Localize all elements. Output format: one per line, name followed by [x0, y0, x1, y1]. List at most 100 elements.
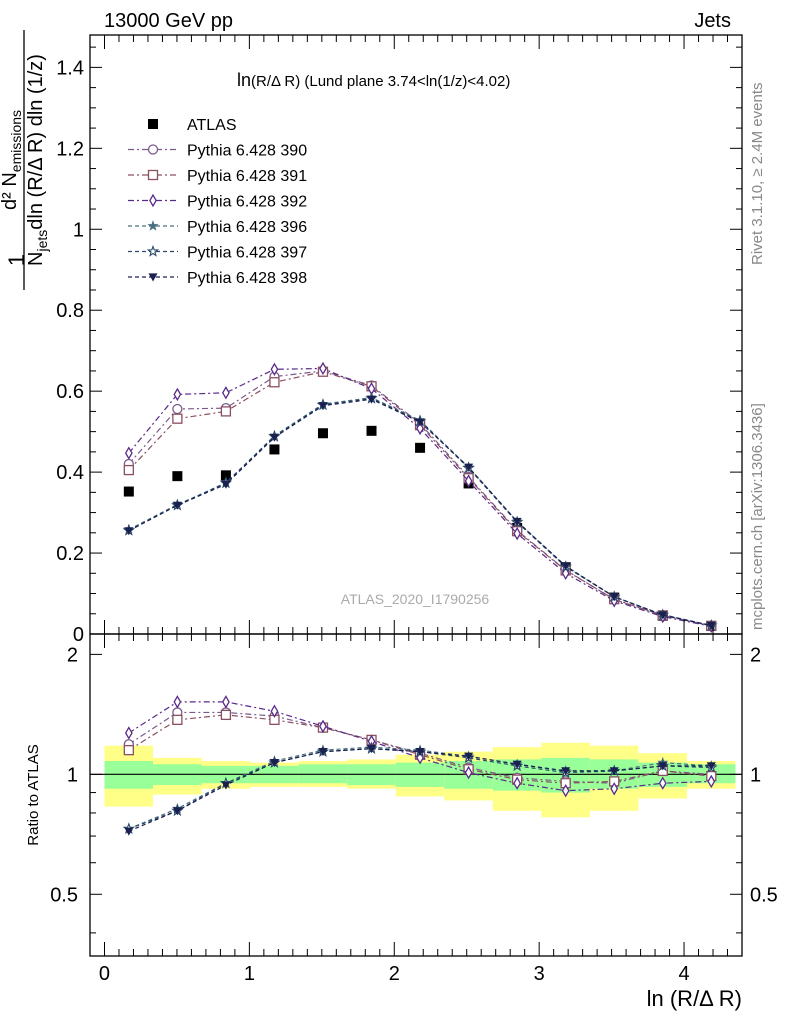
point-p392-8	[513, 526, 522, 541]
series-line-p392	[128, 367, 712, 627]
legend-label-p391: Pythia 6.428 391	[187, 168, 307, 185]
y-label-one: 1	[4, 254, 29, 266]
legend-marker-p397	[146, 244, 160, 257]
legend-entry-p396: Pythia 6.428 396	[128, 219, 307, 236]
series-p398	[124, 395, 716, 631]
main-plot-title-rest: (R/Δ R) (Lund plane 3.74<ln(1/z)<4.02)	[251, 73, 510, 90]
y-label-numerator-main: d² N	[0, 172, 21, 210]
legend-marker-p392	[149, 193, 157, 208]
legend-label-p396: Pythia 6.428 396	[187, 219, 307, 236]
legend-marker-p390	[147, 144, 159, 155]
point-p398-11	[658, 611, 668, 620]
ratio-point-p398-2	[221, 781, 231, 790]
x-tick-label: 0	[99, 963, 110, 985]
point-p391-1	[172, 413, 183, 424]
ratio-point-p392-2	[222, 695, 230, 709]
ratio-point-p392-1	[173, 695, 182, 709]
ratio-point-p391-1	[172, 714, 183, 726]
ratio-point-p392-0	[124, 726, 133, 740]
ratio-y-tick-label-right: 2	[750, 644, 761, 666]
legend-entry-p392: Pythia 6.428 392	[128, 194, 307, 211]
main-plot-series	[122, 361, 718, 634]
main-y-tick-label: 0	[73, 624, 84, 646]
legend-marker-p398	[148, 273, 158, 282]
ratio-point-p398-5	[367, 745, 377, 754]
point-p398-8	[512, 517, 522, 526]
y-label-denominator: Njetsdln (R/Δ R) dln (1/z)	[25, 54, 50, 266]
ratio-point-p398-4	[318, 748, 328, 757]
point-p398-12	[706, 621, 716, 631]
point-data-6	[415, 442, 426, 453]
ratio-series-p392	[124, 695, 716, 798]
ratio-point-p398-8	[512, 760, 522, 769]
main-y-tick-label: 0.2	[56, 543, 84, 565]
series-line-p391	[128, 371, 712, 627]
point-p392-7	[464, 474, 473, 488]
y-label-denominator-n: N	[25, 251, 47, 265]
ratio-y-tick-label-right: 1	[750, 764, 761, 786]
ratio-y-tick-label: 0.5	[50, 884, 78, 906]
legend: ATLAS Pythia 6.428 390 Pythia 6.428 391 Pyt…	[128, 117, 307, 287]
legend-label-data: ATLAS	[187, 117, 237, 134]
point-p398-7	[464, 463, 474, 472]
point-p398-1	[172, 501, 182, 510]
ratio-y-tick-label: 2	[67, 644, 78, 666]
x-tick-label: 3	[534, 963, 545, 985]
x-tick-label: 4	[678, 963, 689, 985]
ratio-point-p392-3	[270, 704, 279, 718]
ratio-point-p392-10	[610, 782, 619, 796]
ratio-point-p398-9	[561, 767, 571, 776]
ratio-point-p398-7	[464, 752, 474, 761]
point-p392-0	[124, 446, 133, 460]
point-p392-2	[222, 386, 230, 400]
header-right-text: Jets	[694, 10, 731, 32]
point-p398-2	[221, 480, 231, 489]
point-p398-0	[124, 527, 134, 536]
legend-marker-p396	[147, 220, 159, 231]
point-p398-10	[609, 593, 619, 602]
main-y-tick-label: 1.4	[56, 57, 84, 79]
main-y-tick-label: 0.4	[56, 462, 84, 484]
point-p391-3	[269, 377, 280, 388]
ratio-point-p392-8	[513, 776, 522, 790]
point-data-0	[123, 486, 134, 497]
ratio-point-p392-9	[561, 783, 570, 798]
analysis-watermark: ATLAS_2020_I1790256	[341, 591, 490, 607]
y-label-denominator-rest: dln (R/Δ R) dln (1/z)	[25, 54, 47, 230]
legend-entry-p397: Pythia 6.428 397	[128, 245, 307, 262]
point-data-5	[366, 425, 377, 436]
main-y-tick-label: 1	[73, 219, 84, 241]
main-y-tick-label: 1.2	[56, 138, 84, 160]
legend-marker-data	[148, 119, 158, 129]
mcplots-text: mcplots.cern.ch [arXiv:1306.3436]	[749, 403, 766, 630]
point-p392-1	[173, 387, 182, 402]
point-p398-6	[415, 418, 425, 427]
legend-label-p392: Pythia 6.428 392	[187, 194, 307, 211]
ratio-y-axis-label: Ratio to ATLAS	[25, 744, 42, 845]
ratio-point-p398-1	[172, 807, 182, 816]
point-data-1	[172, 471, 183, 482]
main-y-tick-label: 0.6	[56, 381, 84, 403]
point-data-4	[317, 428, 328, 439]
header-left-text: 13000 GeV pp	[104, 10, 233, 32]
main-plot-title: ln(R/Δ R) (Lund plane 3.74<ln(1/z)<4.02)	[237, 70, 510, 90]
ratio-point-p392-12	[707, 774, 716, 789]
main-y-axis-label: 1 d² Nemissions Njetsdln (R/Δ R) dln (1/…	[0, 30, 50, 290]
axes-frames: 0 0.2 0.4 0.6 0.8 1 1.2 1.4 0 1 2 3 4 0.5 0.5 1 1 2 2	[50, 34, 778, 985]
point-data-2	[220, 470, 231, 481]
ratio-y-tick-label-right: 0.5	[750, 884, 778, 906]
x-tick-label: 1	[244, 963, 255, 985]
point-p398-9	[561, 562, 571, 571]
ratio-plot-series	[122, 695, 718, 836]
ratio-point-p391-0	[123, 744, 134, 756]
ratio-point-p398-6	[415, 748, 425, 757]
ratio-point-p398-11	[658, 762, 668, 771]
legend-entry-p391: Pythia 6.428 391	[128, 168, 307, 185]
y-label-numerator: d² Nemissions	[0, 110, 24, 210]
ratio-point-p398-10	[609, 767, 619, 776]
legend-entry-data: ATLAS	[148, 117, 237, 134]
ratio-point-p398-12	[706, 762, 716, 771]
point-p392-6	[416, 421, 424, 436]
point-p392-3	[270, 362, 279, 376]
